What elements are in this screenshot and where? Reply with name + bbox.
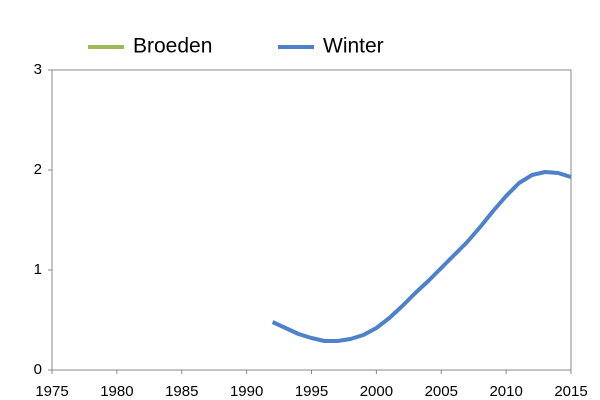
x-tick-label: 2015 [554,383,587,400]
series-line [271,170,572,343]
y-tick-label: 1 [34,261,42,278]
plot-frame [51,69,572,371]
x-tick-label: 1975 [35,383,68,400]
legend-label: Winter [323,35,384,58]
y-tick-label: 0 [34,361,42,378]
x-tick-label: 1985 [165,383,198,400]
x-tick-label: 2005 [425,383,458,400]
x-tick-label: 1990 [230,383,263,400]
y-tick-label: 2 [34,161,42,178]
x-tick-label: 1995 [295,383,328,400]
legend-label: Broeden [133,35,212,58]
y-tick-label: 3 [34,61,42,78]
x-tick-label: 2000 [360,383,393,400]
x-tick-label: 1980 [100,383,133,400]
x-tick-label: 2010 [489,383,522,400]
